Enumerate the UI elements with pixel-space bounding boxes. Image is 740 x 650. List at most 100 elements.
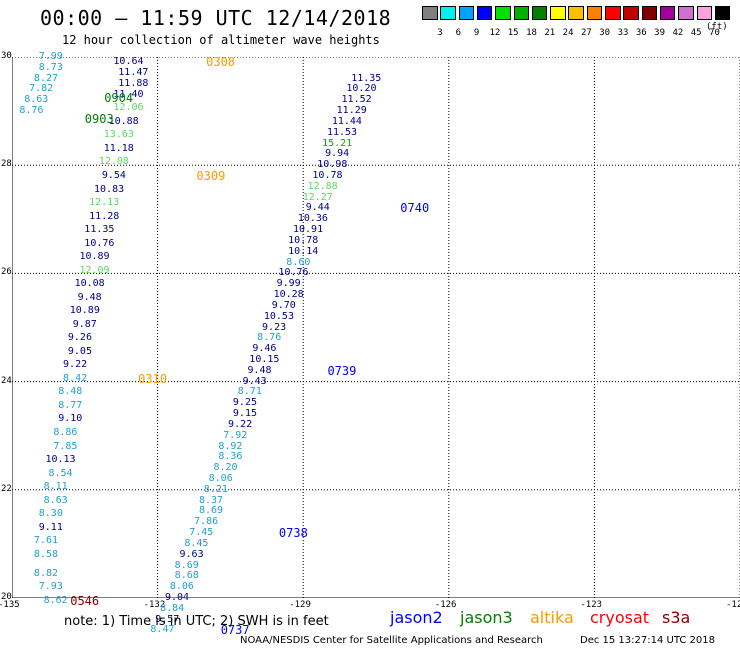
colorbar-swatch	[550, 6, 566, 20]
lon-tick-label: -129	[289, 600, 311, 610]
colorbar-label: 45	[690, 28, 702, 38]
wave-height-value: 8.47	[150, 624, 175, 636]
wave-height-value: 9.54	[101, 170, 126, 182]
pass-time-label: 0740	[400, 201, 430, 216]
wave-height-value: 8.92	[218, 440, 243, 452]
pass-time-label: 0308	[206, 55, 236, 70]
lon-tick-label: -120	[726, 600, 740, 610]
wave-height-value: 8.48	[58, 386, 83, 398]
wave-height-value: 10.88	[108, 115, 139, 127]
lat-tick-label: 28	[1, 159, 12, 170]
colorbar-label: 33	[617, 28, 629, 38]
wave-height-value: 8.30	[38, 508, 63, 520]
colorbar-label: 18	[526, 28, 537, 38]
wave-height-value: 11.52	[341, 94, 372, 106]
wave-height-value: 9.10	[58, 413, 83, 425]
wave-height-value: 10.83	[94, 183, 125, 195]
wave-height-value: 11.28	[89, 210, 120, 222]
wave-height-value: 8.36	[218, 451, 243, 463]
colorbar-swatch	[476, 6, 493, 20]
wave-height-value: 11.18	[103, 142, 134, 154]
wave-height-value: 8.06	[169, 581, 194, 593]
wave-height-value: 9.11	[38, 521, 63, 533]
legend-item: jason2	[390, 608, 443, 627]
pass-time-label: 0739	[327, 363, 357, 378]
wave-height-value: 9.99	[276, 278, 301, 290]
colorbar-swatch	[641, 6, 658, 20]
wave-height-value: 8.82	[33, 567, 59, 579]
wave-height-value: 12.88	[307, 180, 338, 192]
pass-time-label: 0903	[84, 112, 114, 127]
colorbar-swatch	[586, 6, 603, 20]
wave-height-value: 10.76	[84, 237, 115, 249]
wave-height-value: 10.53	[263, 310, 294, 322]
colorbar-swatch	[495, 6, 511, 20]
lon-tick-label: -126	[434, 600, 457, 610]
wave-height-value: 9.22	[228, 418, 253, 430]
wave-height-value: 8.11	[43, 481, 68, 493]
wave-height-value: 7.82	[29, 83, 54, 95]
wave-height-value: 8.60	[286, 256, 311, 268]
wave-height-value: 13.63	[103, 129, 134, 141]
wave-height-value: 8.68	[174, 570, 199, 582]
colorbar-label: 42	[672, 28, 684, 38]
timestamp-text: Dec 15 13:27:14 UTC 2018	[580, 635, 715, 646]
map-grid	[12, 57, 740, 598]
wave-height-value: 10.98	[317, 159, 348, 171]
wave-height-value: 11.35	[84, 224, 115, 236]
wave-height-value: 11.88	[118, 78, 149, 90]
colorbar-swatch	[458, 6, 475, 20]
colorbar-label: 3	[437, 28, 443, 38]
wave-height-value: 10.76	[278, 267, 309, 279]
wave-height-value: 7.45	[189, 527, 214, 539]
wave-height-value: 8.21	[203, 483, 228, 495]
wave-height-value: 8.37	[198, 494, 224, 506]
colorbar-label: 9	[473, 28, 480, 38]
wave-height-value: 9.26	[67, 332, 92, 344]
wave-height-value: 8.54	[48, 467, 73, 479]
wave-height-value: 15.21	[322, 137, 353, 149]
wave-height-value: 7.93	[38, 581, 63, 593]
pass-time-label: 0738	[278, 526, 308, 541]
legend-item: jason3	[460, 608, 513, 627]
wave-height-value: 8.69	[198, 505, 224, 517]
pass-time-label: 0904	[104, 90, 134, 105]
colorbar-swatch	[714, 6, 731, 20]
colorbar-swatch	[568, 6, 584, 20]
credit-text: NOAA/NESDIS Center for Satellite Applica…	[240, 635, 543, 646]
wave-height-value: 9.05	[67, 345, 92, 357]
wave-height-value: 9.48	[77, 291, 102, 303]
colorbar-swatch	[531, 6, 548, 20]
colorbar-label: 21	[544, 28, 556, 38]
wave-height-value: 11.29	[336, 105, 367, 117]
wave-height-value: 11.35	[351, 72, 382, 84]
wave-height-value: 9.46	[252, 343, 277, 355]
colorbar-label: 15	[507, 28, 519, 38]
colorbar-swatch	[659, 6, 676, 20]
colorbar-swatch	[678, 6, 694, 20]
colorbar-label: 39	[654, 28, 666, 38]
colorbar-label: 30	[599, 28, 611, 38]
wave-height-value: 10.28	[273, 289, 304, 301]
wave-height-value: 8.62	[43, 594, 68, 606]
wave-height-value: 8.73	[38, 61, 63, 73]
wave-height-value: 11.44	[331, 115, 362, 127]
wave-height-value: 9.70	[271, 299, 296, 311]
colorbar-label: 12	[489, 28, 501, 38]
wave-height-value: 10.08	[74, 278, 105, 290]
wave-height-value: 10.13	[45, 454, 76, 466]
wave-height-value: 9.48	[247, 364, 272, 376]
wave-height-value: 11.53	[326, 126, 358, 138]
wave-height-value: 9.63	[179, 548, 204, 560]
wave-height-value: 8.84	[160, 602, 185, 614]
colorbar-label: 36	[635, 28, 647, 38]
wave-height-value: 8.63	[24, 94, 49, 106]
wave-height-value: 11.40	[113, 88, 144, 100]
wave-height-value: 9.87	[72, 318, 97, 330]
pass-time-label: 0737	[220, 623, 250, 638]
lat-tick-label: 20	[1, 592, 12, 602]
legend-item: s3a	[662, 608, 691, 627]
lat-tick-label: 22	[1, 483, 12, 494]
legend-item: altika	[530, 608, 574, 627]
wave-height-value: 11.47	[118, 67, 149, 79]
